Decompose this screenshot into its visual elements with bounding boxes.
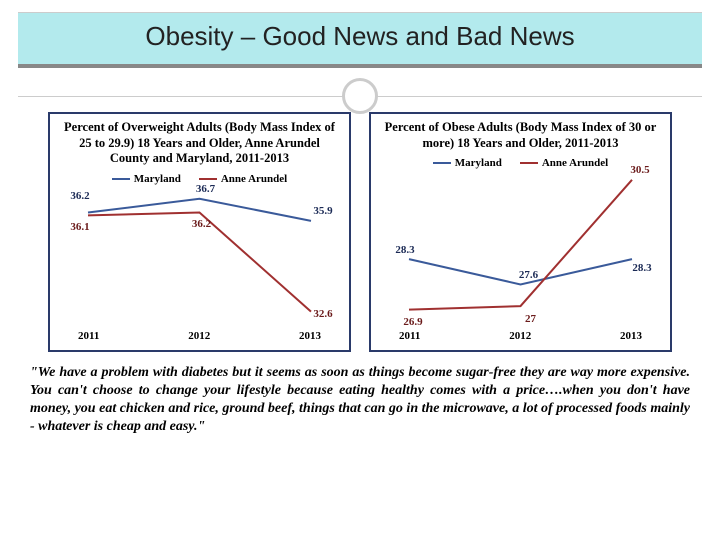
legend-swatch-icon [433,162,451,164]
charts-row: Percent of Overweight Adults (Body Mass … [48,112,672,352]
legend-item: Maryland [433,157,502,169]
data-label: 36.2 [70,190,89,202]
legend-item: Anne Arundel [520,157,608,169]
chart-right-plot: 28.327.628.326.92730.5 2011 2012 2013 [375,169,666,346]
data-label: 36.1 [70,221,89,233]
legend-label: Maryland [134,173,181,185]
data-label: 36.7 [196,183,215,195]
xaxis-label: 2012 [188,330,210,346]
title-banner: Obesity – Good News and Bad News [18,12,702,68]
accent-ring-icon [342,78,378,114]
chart-right-legend: Maryland Anne Arundel [375,157,666,169]
data-label: 28.3 [395,244,414,256]
chart-left-xaxis: 2011 2012 2013 [60,330,339,346]
legend-label: Anne Arundel [542,157,608,169]
data-label: 32.6 [313,308,332,320]
data-label: 26.9 [403,316,422,328]
data-label: 35.9 [313,205,332,217]
xaxis-label: 2013 [299,330,321,346]
legend-swatch-icon [520,162,538,164]
chart-obese: Percent of Obese Adults (Body Mass Index… [369,112,672,352]
data-label: 27 [525,313,536,325]
xaxis-label: 2013 [620,330,642,346]
slide-root: Obesity – Good News and Bad News Percent… [0,12,720,552]
data-label: 28.3 [632,262,651,274]
data-label: 27.6 [519,269,538,281]
xaxis-label: 2011 [78,330,99,346]
chart-left-title: Percent of Overweight Adults (Body Mass … [54,120,345,171]
quote-text: "We have a problem with diabetes but it … [30,364,690,436]
xaxis-label: 2012 [509,330,531,346]
slide-title: Obesity – Good News and Bad News [18,21,702,52]
legend-label: Maryland [455,157,502,169]
chart-right-title: Percent of Obese Adults (Body Mass Index… [375,120,666,155]
xaxis-label: 2011 [399,330,420,346]
legend-swatch-icon [112,178,130,180]
legend-item: Maryland [112,173,181,185]
chart-overweight: Percent of Overweight Adults (Body Mass … [48,112,351,352]
data-label: 36.2 [192,218,211,230]
legend-swatch-icon [199,178,217,180]
chart-right-xaxis: 2011 2012 2013 [381,330,660,346]
data-label: 30.5 [630,164,649,176]
chart-left-plot: 36.2 36.7 35.9 36.1 36.2 32.6 2011 2012 2013 [54,185,345,346]
legend-label: Anne Arundel [221,173,287,185]
